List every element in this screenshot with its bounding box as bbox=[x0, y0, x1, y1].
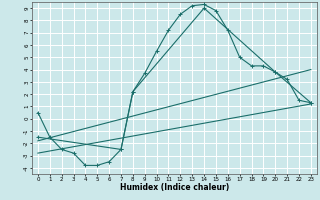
X-axis label: Humidex (Indice chaleur): Humidex (Indice chaleur) bbox=[120, 183, 229, 192]
